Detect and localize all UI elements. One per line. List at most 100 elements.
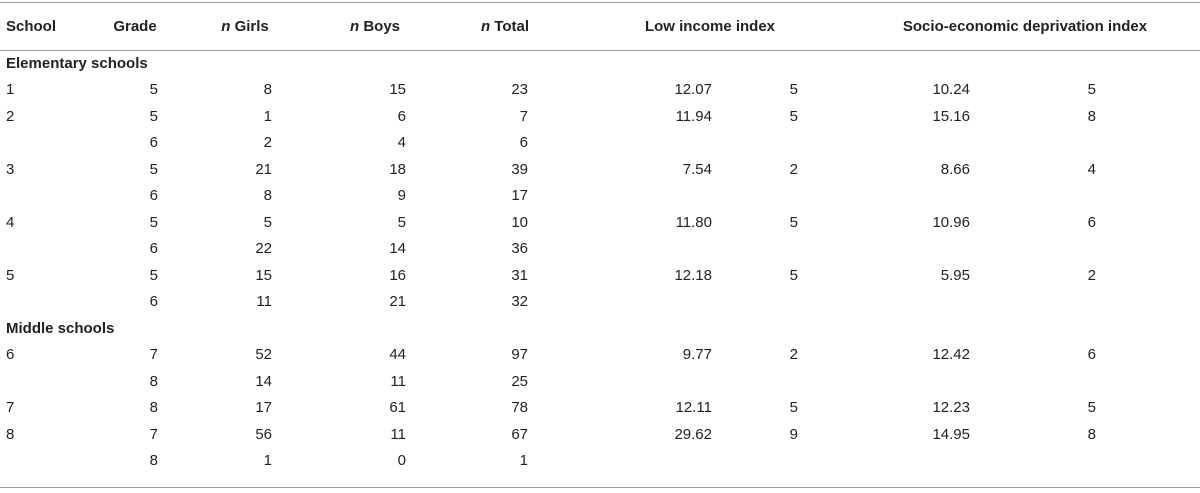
table-row: 1 5 8 15 23 12.07 5 10.24 5 bbox=[0, 77, 1200, 104]
cell-low-income-value: 9.77 bbox=[682, 346, 712, 364]
cell-girls: 15 bbox=[255, 266, 272, 284]
table-row: 6 7 52 44 97 9.77 2 12.42 6 bbox=[0, 342, 1200, 369]
cell-low-income-rank: 9 bbox=[789, 425, 798, 443]
cell-boys: 6 bbox=[397, 107, 406, 125]
cell-low-income-value: 12.11 bbox=[675, 399, 712, 417]
cell-boys: 14 bbox=[389, 240, 406, 258]
cell-boys: 0 bbox=[397, 452, 406, 470]
cell-boys: 9 bbox=[397, 187, 406, 205]
header-total: n Total bbox=[440, 3, 570, 50]
cell-girls: 8 bbox=[263, 187, 272, 205]
cell-total: 1 bbox=[519, 452, 528, 470]
cell-boys: 18 bbox=[389, 160, 406, 178]
cell-low-income-value bbox=[570, 289, 720, 316]
cell-total: 36 bbox=[511, 240, 528, 258]
cell-girls: 22 bbox=[255, 240, 272, 258]
cell-sed-value: 5.95 bbox=[940, 266, 970, 284]
cell-girls: 5 bbox=[263, 213, 272, 231]
table-body: Elementary schools 1 5 8 15 23 12.07 5 1… bbox=[0, 50, 1200, 474]
cell-total: 25 bbox=[511, 372, 528, 390]
cell-grade: 7 bbox=[149, 425, 158, 443]
cell-low-income-value: 12.07 bbox=[674, 81, 712, 99]
cell-girls: 11 bbox=[256, 293, 272, 311]
cell-sed-value bbox=[850, 183, 970, 210]
cell-boys: 11 bbox=[390, 372, 406, 390]
cell-boys: 15 bbox=[389, 81, 406, 99]
cell-grade: 6 bbox=[149, 293, 158, 311]
cell-grade: 5 bbox=[149, 266, 158, 284]
table-row: 4 5 5 5 10 11.80 5 10.96 6 bbox=[0, 209, 1200, 236]
header-total-n: n bbox=[480, 18, 491, 35]
header-boys-label: Boys bbox=[359, 18, 401, 35]
cell-sed-value: 12.23 bbox=[932, 399, 970, 417]
cell-boys: 44 bbox=[389, 346, 406, 364]
header-rule bbox=[0, 50, 1200, 51]
cell-girls: 1 bbox=[263, 452, 272, 470]
cell-sed-value bbox=[850, 130, 970, 157]
cell-low-income-value: 11.80 bbox=[675, 213, 712, 231]
cell-sed-value: 8.66 bbox=[940, 160, 970, 178]
cell-girls: 1 bbox=[263, 107, 272, 125]
cell-low-income-rank: 5 bbox=[789, 399, 798, 417]
cell-sed-rank bbox=[970, 448, 1200, 475]
cell-girls: 56 bbox=[255, 425, 272, 443]
cell-grade: 6 bbox=[149, 240, 158, 258]
cell-grade: 7 bbox=[149, 346, 158, 364]
cell-school: 1 bbox=[6, 81, 15, 99]
cell-total: 78 bbox=[511, 399, 528, 417]
cell-grade: 5 bbox=[149, 213, 158, 231]
table-row: 6 11 21 32 bbox=[0, 289, 1200, 316]
cell-sed-value bbox=[850, 289, 970, 316]
cell-low-income-rank bbox=[720, 368, 850, 395]
cell-boys: 61 bbox=[389, 399, 406, 417]
cell-sed-rank: 8 bbox=[1087, 107, 1096, 125]
cell-sed-value: 14.95 bbox=[932, 425, 970, 443]
cell-boys: 21 bbox=[389, 293, 406, 311]
cell-sed-value bbox=[850, 236, 970, 263]
header-total-label: Total bbox=[490, 18, 530, 35]
cell-sed-rank bbox=[970, 368, 1200, 395]
table-row: 8 14 11 25 bbox=[0, 368, 1200, 395]
cell-girls: 8 bbox=[263, 81, 272, 99]
section-title: Elementary schools bbox=[6, 54, 148, 72]
cell-girls: 14 bbox=[255, 372, 272, 390]
cell-school: 5 bbox=[6, 266, 15, 284]
table-row: 6 2 4 6 bbox=[0, 130, 1200, 157]
cell-girls: 2 bbox=[263, 134, 272, 152]
cell-grade: 8 bbox=[149, 452, 158, 470]
cell-low-income-rank bbox=[720, 236, 850, 263]
top-rule bbox=[0, 2, 1200, 3]
table-row: 6 8 9 17 bbox=[0, 183, 1200, 210]
cell-school bbox=[0, 183, 90, 210]
cell-school: 2 bbox=[6, 107, 15, 125]
cell-low-income-value: 29.62 bbox=[674, 425, 712, 443]
cell-low-income-value bbox=[570, 368, 720, 395]
cell-low-income-value: 12.18 bbox=[674, 266, 712, 284]
cell-total: 7 bbox=[519, 107, 528, 125]
cell-low-income-value bbox=[570, 130, 720, 157]
cell-total: 97 bbox=[511, 346, 528, 364]
table-row: 7 8 17 61 78 12.11 5 12.23 5 bbox=[0, 395, 1200, 422]
cell-sed-value: 10.24 bbox=[932, 81, 970, 99]
cell-school: 7 bbox=[6, 399, 15, 417]
cell-school: 3 bbox=[6, 160, 15, 178]
table-row: 8 1 0 1 bbox=[0, 448, 1200, 475]
cell-grade: 5 bbox=[149, 107, 158, 125]
cell-grade: 6 bbox=[149, 134, 158, 152]
cell-sed-value bbox=[850, 448, 970, 475]
cell-grade: 8 bbox=[149, 399, 158, 417]
cell-school bbox=[0, 368, 90, 395]
cell-low-income-rank bbox=[720, 183, 850, 210]
cell-boys: 5 bbox=[397, 213, 406, 231]
cell-low-income-rank bbox=[720, 130, 850, 157]
header-grade: Grade bbox=[113, 18, 157, 35]
cell-sed-rank: 5 bbox=[1087, 399, 1096, 417]
cell-low-income-value: 11.94 bbox=[675, 107, 712, 125]
header-girls-label: Girls bbox=[230, 18, 269, 35]
cell-total: 17 bbox=[511, 187, 528, 205]
header-girls: n Girls bbox=[180, 3, 310, 50]
cell-girls: 17 bbox=[255, 399, 272, 417]
table-row: 8 7 56 11 67 29.62 9 14.95 8 bbox=[0, 421, 1200, 448]
cell-low-income-rank bbox=[720, 289, 850, 316]
